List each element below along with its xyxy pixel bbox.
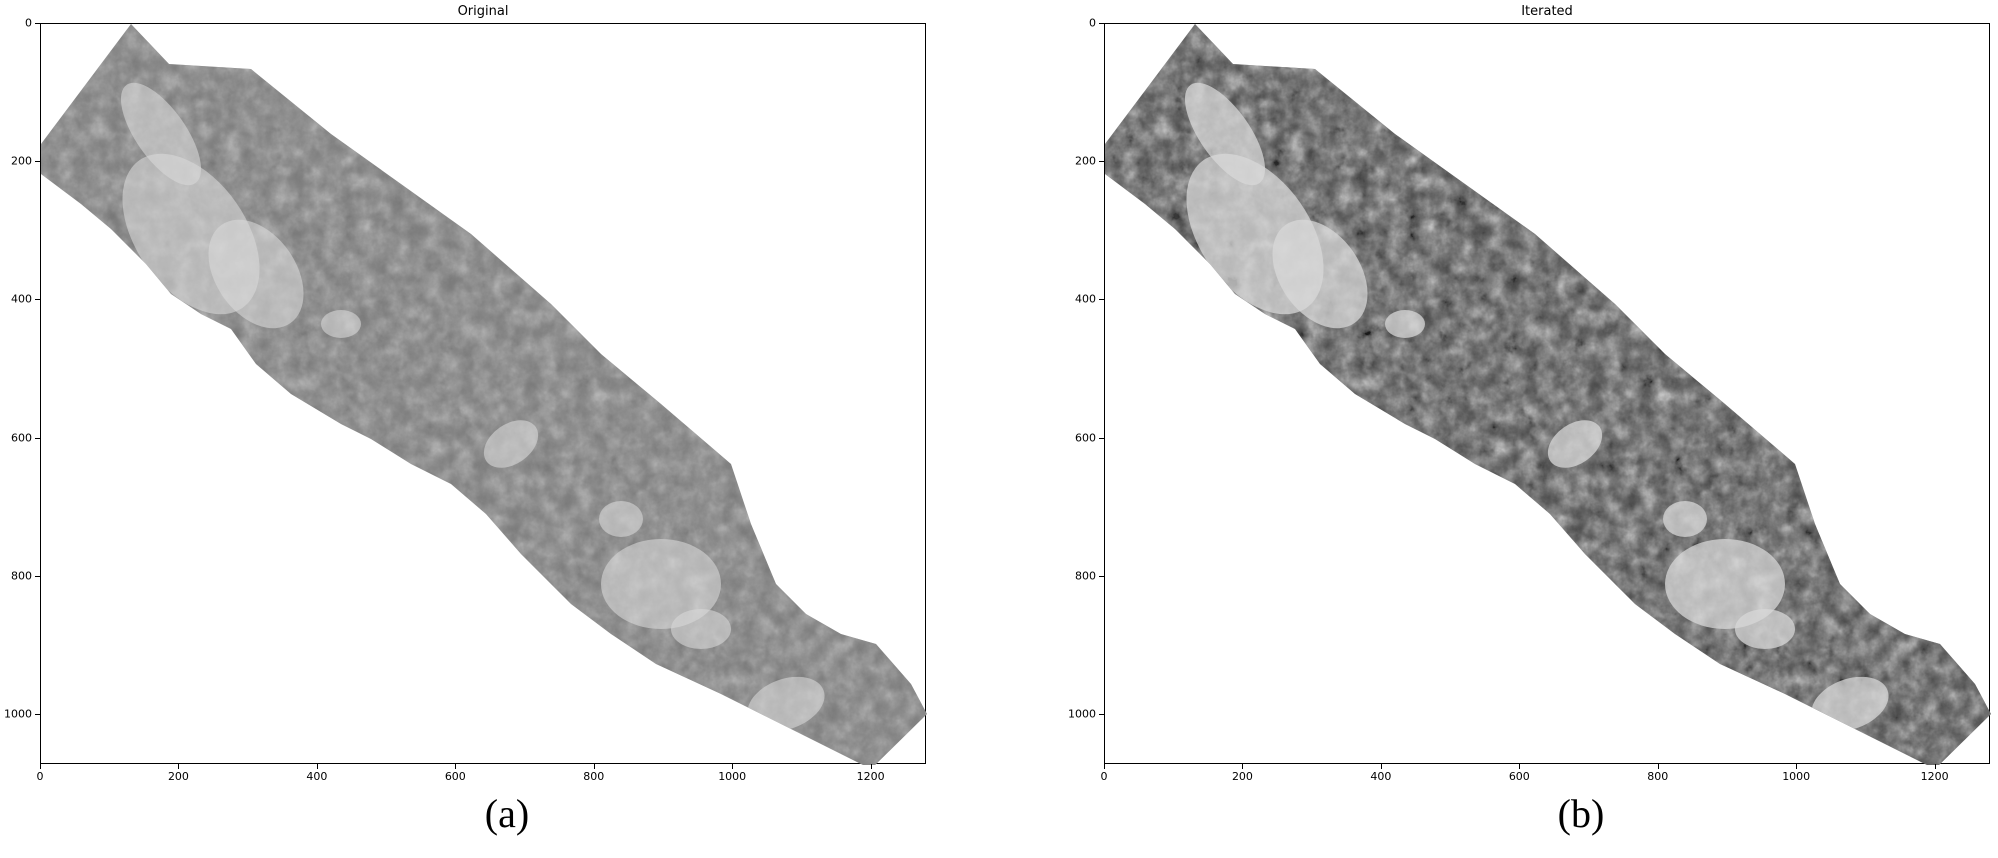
y-tick-label: 0: [1089, 16, 1096, 30]
y-tick-label: 400: [11, 292, 32, 306]
x-tick-mark: [870, 764, 872, 769]
y-tick-mark: [35, 437, 40, 439]
y-tick-label: 600: [1075, 431, 1096, 445]
x-tick-label: 1200: [1920, 770, 1949, 783]
y-tick-mark: [35, 575, 40, 577]
x-tick-mark: [178, 764, 180, 769]
y-tick-mark: [35, 299, 40, 301]
x-tick-mark: [1380, 764, 1382, 769]
y-tick-mark: [1099, 299, 1104, 301]
y-tick-label: 800: [1075, 569, 1096, 583]
x-tick-mark: [1934, 764, 1936, 769]
y-tick-label: 1000: [4, 707, 32, 721]
x-tick-label: 1000: [718, 770, 747, 783]
y-tick-label: 400: [1075, 292, 1096, 306]
x-tick-label: 800: [583, 770, 605, 783]
y-tick-mark: [35, 161, 40, 163]
y-tick-label: 1000: [1068, 707, 1096, 721]
x-tick-label: 400: [306, 770, 328, 783]
x-tick-mark: [1104, 764, 1105, 769]
x-tick-label: 1000: [1782, 770, 1811, 783]
x-tick-label: 600: [444, 770, 466, 783]
y-tick-mark: [35, 714, 40, 716]
x-tick-mark: [1796, 764, 1798, 769]
y-tick-mark: [1099, 714, 1104, 716]
y-tick-label: 0: [25, 16, 32, 30]
y-tick-label: 800: [11, 569, 32, 583]
image-axes: [40, 23, 927, 765]
y-tick-mark: [1099, 161, 1104, 163]
x-tick-mark: [1657, 764, 1659, 769]
x-tick-mark: [455, 764, 457, 769]
panel-caption: (a): [484, 791, 530, 836]
y-tick-mark: [1099, 437, 1104, 439]
y-tick-mark: [1099, 575, 1104, 577]
x-tick-mark: [593, 764, 595, 769]
y-tick-mark: [1099, 23, 1104, 24]
x-tick-label: 600: [1508, 770, 1530, 783]
y-tick-label: 200: [11, 154, 32, 168]
x-tick-mark: [40, 764, 41, 769]
x-tick-mark: [1519, 764, 1521, 769]
y-tick-mark: [35, 23, 40, 24]
y-tick-label: 600: [11, 431, 32, 445]
panel-title: Original: [457, 4, 509, 19]
x-tick-label: 400: [1370, 770, 1392, 783]
y-tick-label: 200: [1075, 154, 1096, 168]
panel-caption: (b): [1557, 791, 1605, 836]
x-tick-label: 200: [167, 770, 189, 783]
x-tick-label: 0: [1100, 770, 1108, 783]
x-tick-mark: [1242, 764, 1244, 769]
x-tick-label: 0: [36, 770, 44, 783]
panel-title: Iterated: [1521, 4, 1573, 19]
x-tick-label: 800: [1647, 770, 1669, 783]
x-tick-mark: [732, 764, 734, 769]
x-tick-label: 1200: [856, 770, 885, 783]
x-tick-label: 200: [1231, 770, 1253, 783]
lunar-strip-image: [1105, 24, 1991, 765]
x-tick-mark: [316, 764, 318, 769]
lunar-strip-image: [41, 24, 927, 765]
image-axes: [1104, 23, 1991, 765]
